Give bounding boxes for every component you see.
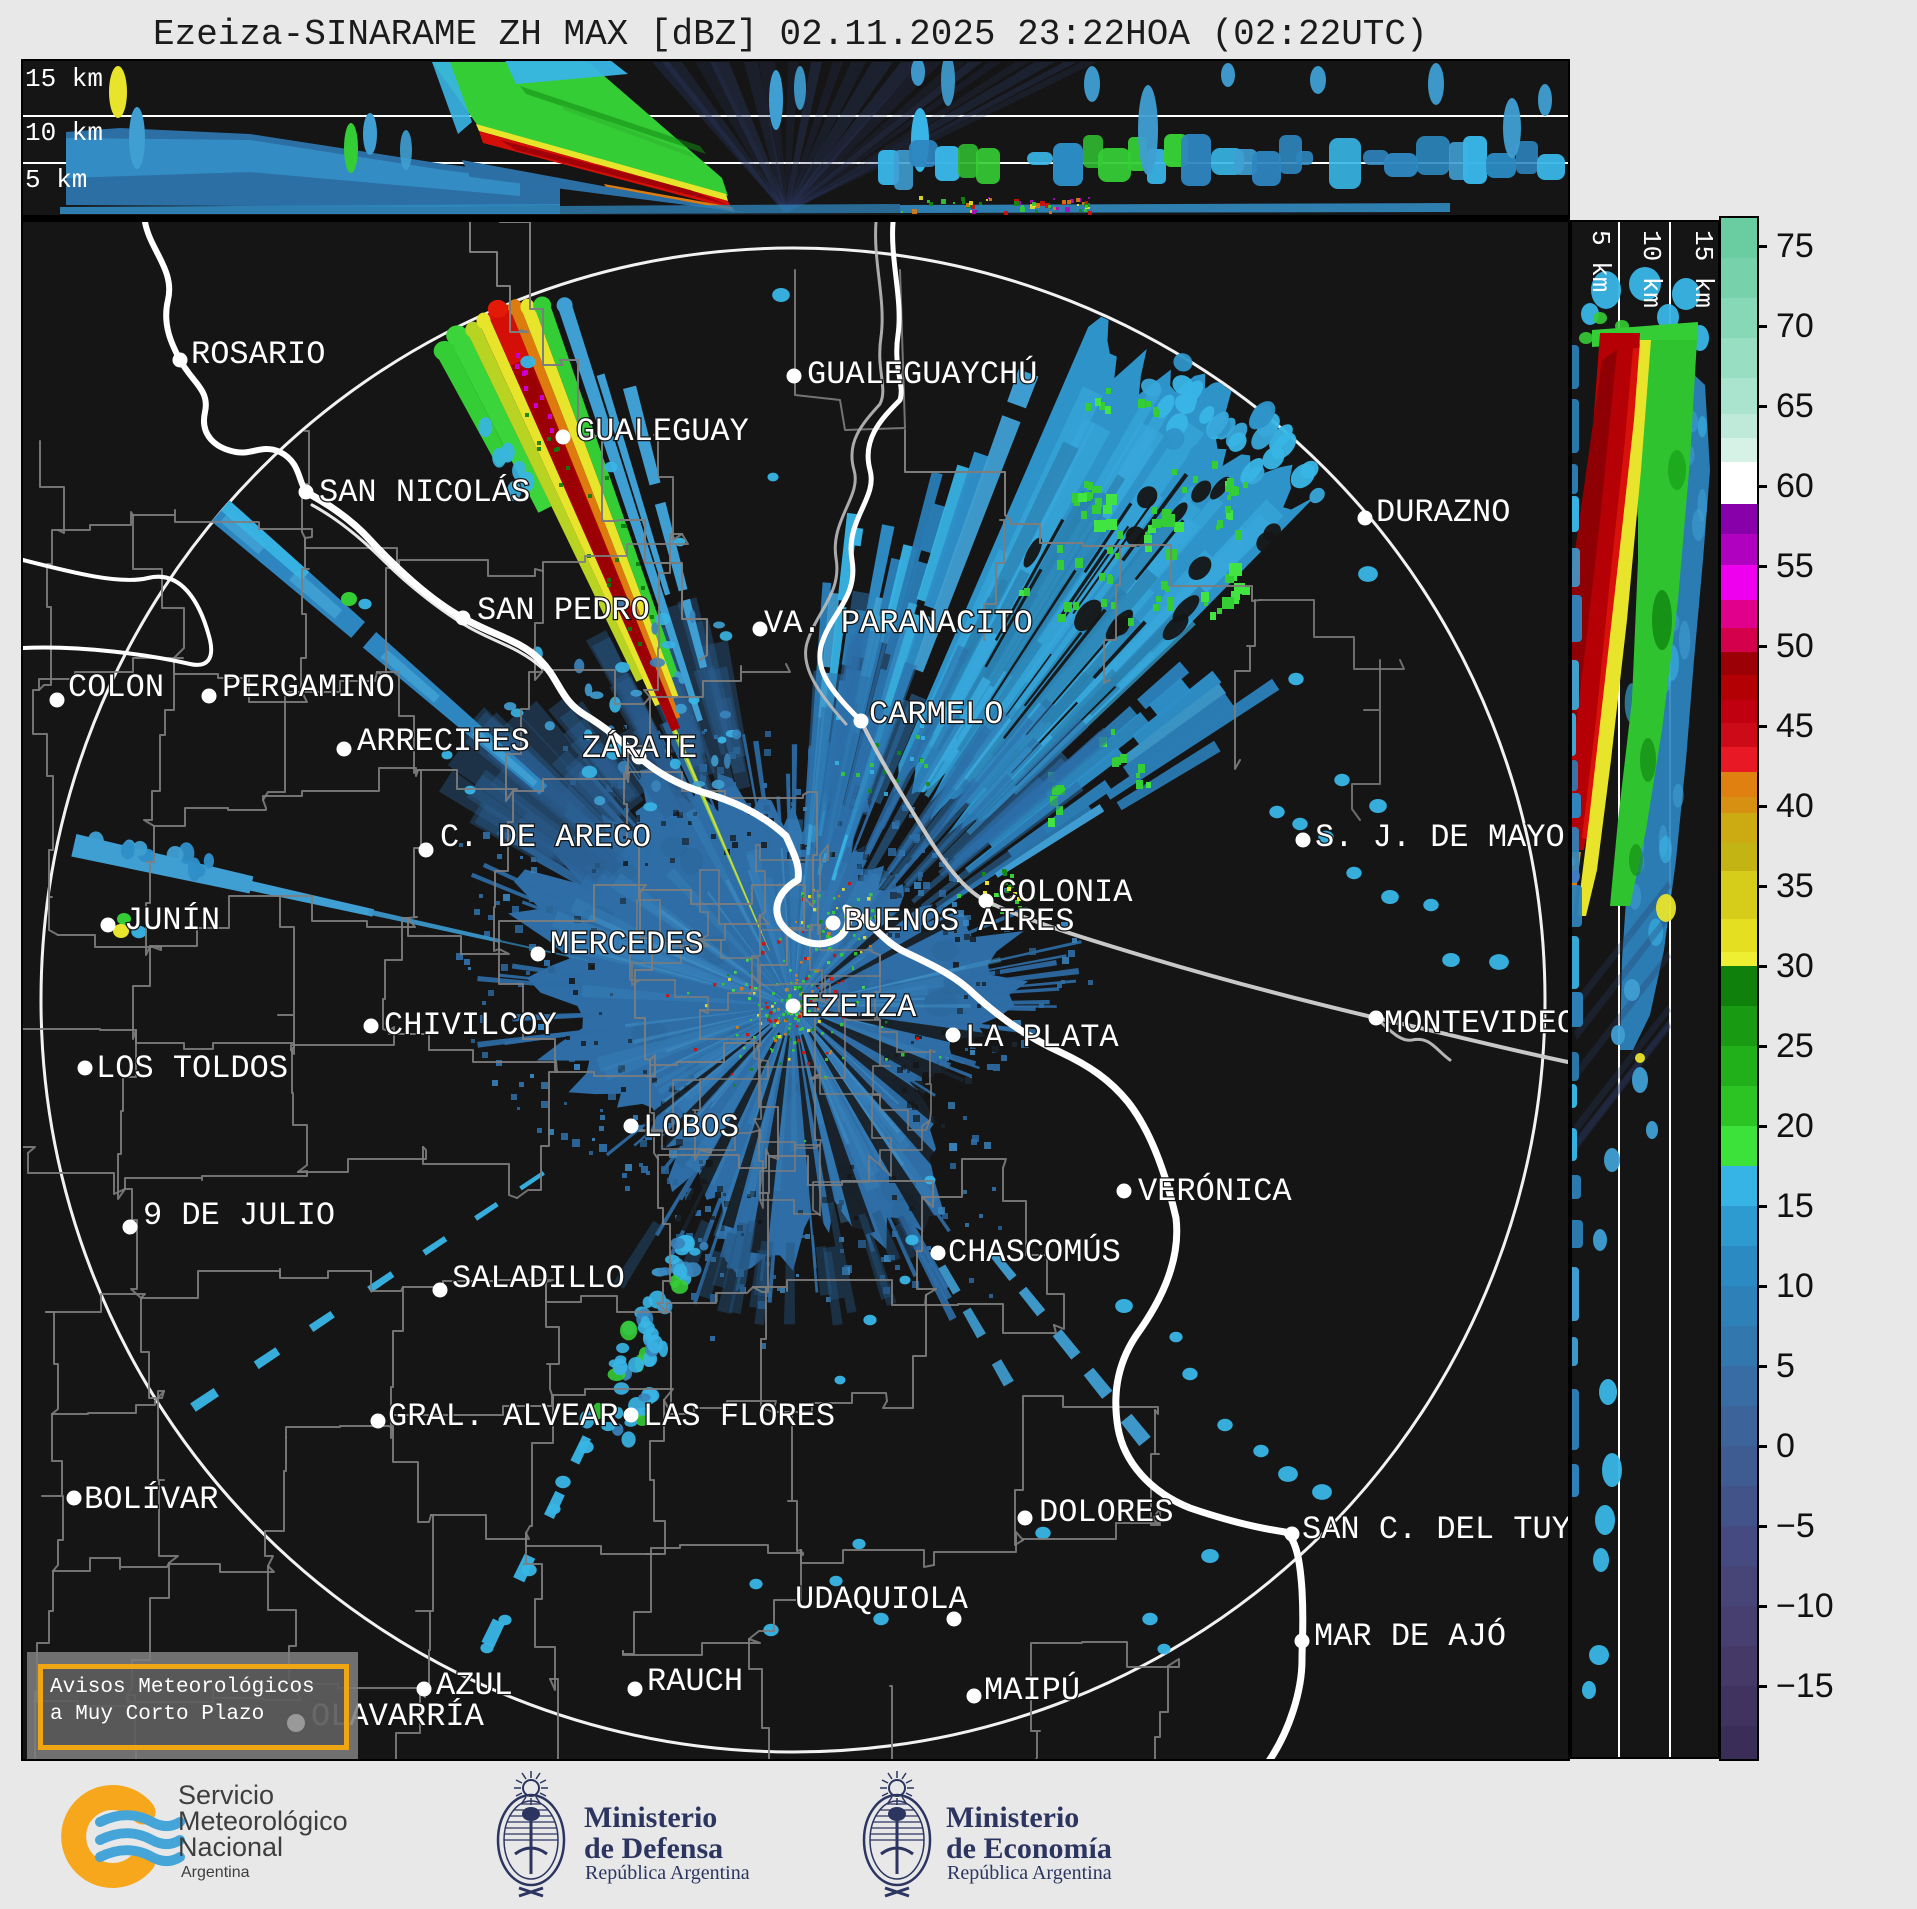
svg-text:LA PLATA: LA PLATA bbox=[965, 1019, 1119, 1056]
svg-text:GUALEGUAY: GUALEGUAY bbox=[576, 413, 749, 450]
svg-text:ROSARIO: ROSARIO bbox=[191, 336, 325, 373]
svg-text:SAN C. DEL TUYÚ: SAN C. DEL TUYÚ bbox=[1302, 1511, 1570, 1548]
svg-text:PERGAMINO: PERGAMINO bbox=[222, 669, 395, 706]
svg-text:GRAL. ALVEAR: GRAL. ALVEAR bbox=[388, 1398, 618, 1435]
svg-text:MONTEVIDEO: MONTEVIDEO bbox=[1384, 1005, 1570, 1042]
svg-text:CARMELO: CARMELO bbox=[869, 696, 1003, 733]
svg-text:JUNÍN: JUNÍN bbox=[124, 902, 220, 939]
svg-text:MAIPÚ: MAIPÚ bbox=[984, 1672, 1080, 1709]
svg-text:COLON: COLON bbox=[68, 669, 164, 706]
svg-text:VA. PARANACITO: VA. PARANACITO bbox=[764, 605, 1033, 642]
svg-text:LOBOS: LOBOS bbox=[643, 1109, 739, 1146]
svg-text:COLONIA: COLONIA bbox=[998, 874, 1133, 911]
svg-text:AZUL: AZUL bbox=[436, 1667, 513, 1704]
svg-text:SAN NICOLÁS: SAN NICOLÁS bbox=[319, 474, 530, 511]
svg-text:RAUCH: RAUCH bbox=[647, 1663, 743, 1700]
svg-text:CHIVILCOY: CHIVILCOY bbox=[384, 1007, 557, 1044]
svg-text:MAR DE AJÓ: MAR DE AJÓ bbox=[1314, 1618, 1506, 1655]
svg-text:LOS TOLDOS: LOS TOLDOS bbox=[96, 1050, 288, 1087]
svg-text:GUALEGUAYCHÚ: GUALEGUAYCHÚ bbox=[807, 356, 1037, 393]
svg-text:S. J. DE MAYO: S. J. DE MAYO bbox=[1315, 819, 1565, 856]
svg-text:VERÓNICA: VERÓNICA bbox=[1138, 1173, 1292, 1210]
svg-text:ARRECIFES: ARRECIFES bbox=[357, 723, 530, 760]
svg-text:10 km: 10 km bbox=[1636, 230, 1666, 308]
svg-text:MERCEDES: MERCEDES bbox=[550, 926, 704, 963]
svg-text:CHASCOMÚS: CHASCOMÚS bbox=[948, 1234, 1121, 1271]
svg-text:LAS FLORES: LAS FLORES bbox=[643, 1398, 835, 1435]
svg-text:EZEIZA: EZEIZA bbox=[801, 989, 917, 1026]
svg-text:5 km: 5 km bbox=[1585, 230, 1615, 292]
svg-text:9 DE JULIO: 9 DE JULIO bbox=[143, 1197, 335, 1234]
svg-text:BOLÍVAR: BOLÍVAR bbox=[84, 1481, 218, 1518]
svg-text:C. DE ARECO: C. DE ARECO bbox=[440, 819, 651, 856]
svg-text:10 km: 10 km bbox=[25, 118, 103, 148]
svg-text:DOLORES: DOLORES bbox=[1039, 1494, 1173, 1531]
svg-text:5 km: 5 km bbox=[25, 165, 87, 195]
svg-text:15 km: 15 km bbox=[1688, 230, 1718, 308]
svg-text:SALADILLO: SALADILLO bbox=[452, 1260, 625, 1297]
svg-text:15 km: 15 km bbox=[25, 64, 103, 94]
svg-text:UDAQUIOLA: UDAQUIOLA bbox=[795, 1581, 969, 1618]
svg-text:BUENOS AIRES: BUENOS AIRES bbox=[844, 903, 1074, 940]
svg-text:ZÁRATE: ZÁRATE bbox=[582, 730, 697, 767]
svg-text:DURAZNO: DURAZNO bbox=[1376, 494, 1510, 531]
svg-text:SAN PEDRO: SAN PEDRO bbox=[477, 592, 650, 629]
